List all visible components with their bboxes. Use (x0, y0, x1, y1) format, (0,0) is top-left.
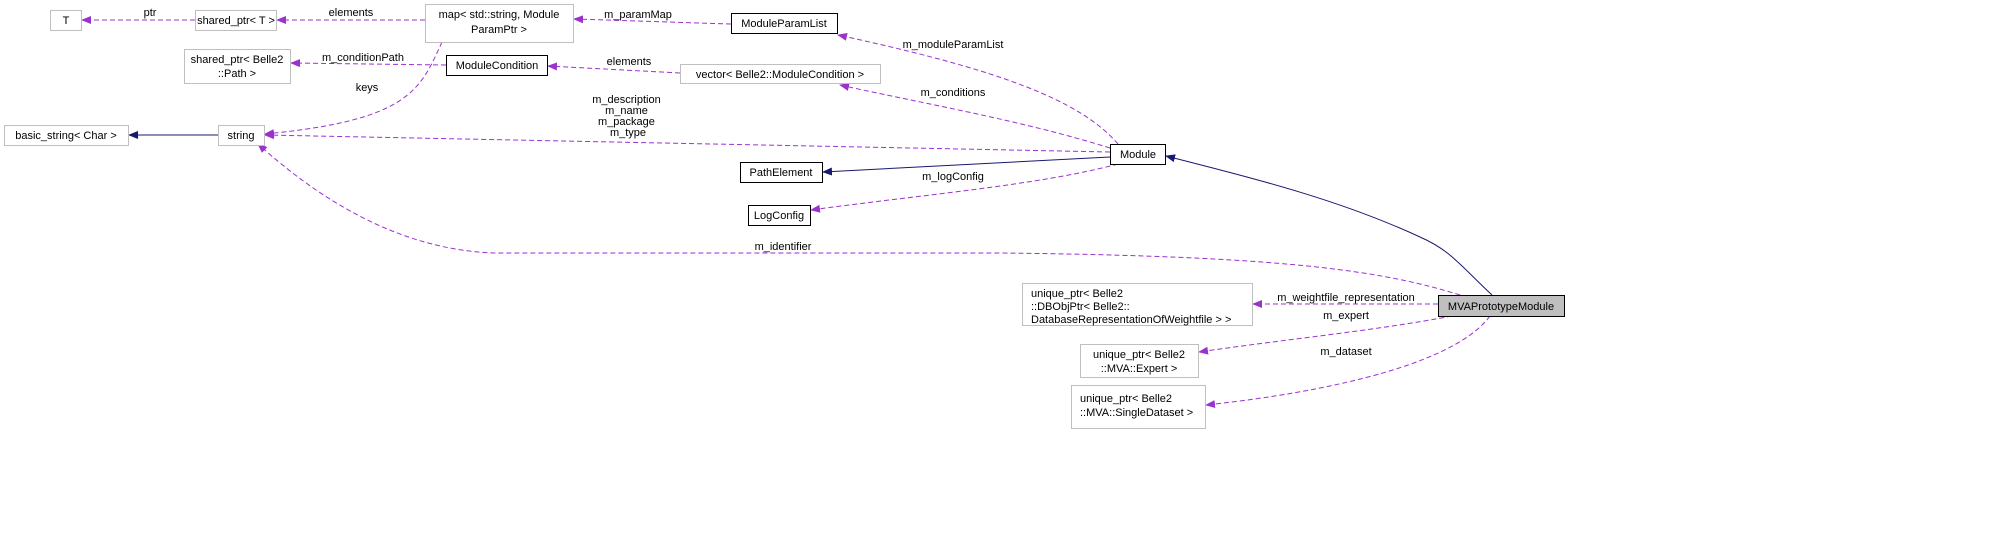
node-label: MVAPrototypeModule (1448, 301, 1554, 313)
node-label: Module (1120, 149, 1156, 161)
edge-label-module-param-list: m_moduleParamList (903, 39, 1004, 51)
edge-label-ptr: ptr (144, 7, 157, 19)
node-module-param-list[interactable]: ModuleParamList (731, 13, 838, 34)
edge-identifier (257, 143, 1461, 296)
node-dbobjptr[interactable]: unique_ptr< Belle2::DBObjPtr< Belle2:: Da… (1022, 283, 1253, 327)
node-label: ModuleParamList (741, 18, 827, 30)
edge-keys (264, 41, 443, 138)
node-label: unique_ptr< Belle2::DBObjPtr< Belle2:: Da… (1031, 288, 1231, 326)
node-label: basic_string< Char > (15, 130, 117, 142)
node-single-dataset[interactable]: unique_ptr< Belle2::MVA::SingleDataset > (1071, 385, 1206, 429)
edge-label-expert: m_expert (1323, 310, 1369, 322)
node-label: T (63, 15, 70, 27)
label-m-description: m_description (592, 94, 660, 106)
node-t[interactable]: T (50, 10, 82, 31)
edge-inherit-module (1165, 154, 1493, 296)
node-shared-ptr-path[interactable]: shared_ptr< Belle2::Path > (184, 49, 291, 84)
edge-param-map (573, 15, 732, 25)
node-module-condition[interactable]: ModuleCondition (446, 55, 548, 76)
label-m-type: m_type (610, 127, 646, 139)
edge-label-dataset: m_dataset (1320, 346, 1371, 358)
node-label: shared_ptr< T > (197, 15, 275, 27)
node-expert[interactable]: unique_ptr< Belle2::MVA::Expert > (1080, 344, 1199, 378)
edge-label-param-map: m_paramMap (604, 9, 672, 21)
edge-label-identifier: m_identifier (755, 241, 812, 253)
node-log-config[interactable]: LogConfig (748, 205, 811, 226)
edge-inherit-path-element (822, 156, 1111, 176)
edge-label-condition-path: m_conditionPath (322, 52, 404, 64)
edge-module-strings (264, 131, 1111, 153)
node-label: shared_ptr< Belle2::Path > (191, 54, 284, 80)
label-line: ::Path > (218, 68, 256, 80)
node-path-element[interactable]: PathElement (740, 162, 823, 183)
edge-label-map-elements: elements (329, 7, 374, 19)
node-mva-prototype-module[interactable]: MVAPrototypeModule (1438, 295, 1565, 317)
node-shared-ptr-t[interactable]: shared_ptr< T > (195, 10, 277, 31)
node-module[interactable]: Module (1110, 144, 1166, 165)
label-line: unique_ptr< Belle2 (1031, 288, 1123, 300)
edge-vector-elements (547, 62, 681, 74)
node-vector-condition[interactable]: vector< Belle2::ModuleCondition > (680, 64, 881, 84)
edge-label-keys: keys (356, 82, 379, 94)
node-label: vector< Belle2::ModuleCondition > (696, 69, 864, 81)
label-line: ::MVA::SingleDataset > (1080, 407, 1193, 419)
node-label: string (228, 130, 255, 142)
label-line: ::DBObjPtr< Belle2:: (1031, 301, 1130, 313)
label-line: ParamPtr > (471, 24, 527, 36)
edge-expert (1198, 315, 1453, 355)
edge-label-module-strings: m_description m_name m_package m_type (592, 94, 664, 139)
edge-condition-path (290, 59, 447, 68)
edge-log-config (810, 163, 1119, 213)
node-label: unique_ptr< Belle2::MVA::Expert > (1093, 349, 1185, 375)
edge-label-conditions: m_conditions (921, 87, 986, 99)
label-line: DatabaseRepresentationOfWeightfile > > (1031, 314, 1231, 326)
label-m-name: m_name (605, 105, 648, 117)
label-line: ::MVA::Expert > (1101, 363, 1178, 375)
edge-dataset (1205, 315, 1491, 409)
label-line: unique_ptr< Belle2 (1093, 349, 1185, 361)
label-line: map< std::string, Module (439, 9, 560, 21)
edge-label-log-config: m_logConfig (922, 171, 984, 183)
node-label: LogConfig (754, 210, 804, 222)
label-line: shared_ptr< Belle2 (191, 54, 284, 66)
label-m-package: m_package (598, 116, 655, 128)
edge-label-vector-elements: elements (607, 56, 652, 68)
edge-conditions (839, 83, 1111, 149)
node-label: PathElement (750, 167, 813, 179)
node-basic-string[interactable]: basic_string< Char > (4, 125, 129, 146)
edge-module-param-list (837, 32, 1119, 145)
label-line: unique_ptr< Belle2 (1080, 393, 1172, 405)
node-label: unique_ptr< Belle2::MVA::SingleDataset > (1080, 393, 1193, 419)
node-label: ModuleCondition (456, 60, 539, 72)
edge-label-weightfile: m_weightfile_representation (1277, 292, 1415, 304)
node-string[interactable]: string (218, 125, 265, 146)
